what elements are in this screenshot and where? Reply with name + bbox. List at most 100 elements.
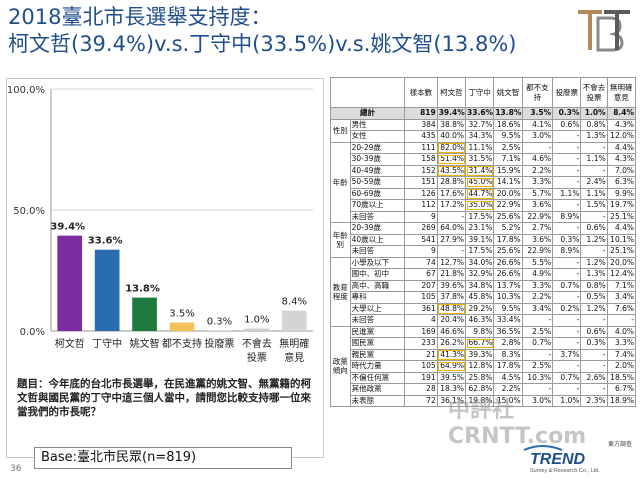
data-label: 8.4% <box>282 297 307 308</box>
x-tick-label: 不會去 <box>242 337 272 350</box>
table-cell: - <box>552 325 582 338</box>
table-cell: 4.3% <box>606 153 637 166</box>
table-cell: 82.0% <box>436 141 467 154</box>
table-cell: 2.0% <box>606 360 637 373</box>
data-label: 33.6% <box>88 236 123 247</box>
table-row: 未表態 72 36.1% 19.8% 15.0% 3.0% 1.0% 2.3% 18.9% <box>331 394 637 407</box>
table-cell: 541 <box>404 233 438 246</box>
table-cell: 33.6% <box>465 107 495 120</box>
table-cell: 39.3% <box>465 348 495 361</box>
table-cell: 25.8% <box>465 371 495 384</box>
trend-logo-sub: Survey & Research Co., Ltd. <box>530 468 600 474</box>
table-cell: 21.8% <box>436 268 467 281</box>
table-cell: - <box>580 314 608 327</box>
table-cell: 126 <box>404 187 438 200</box>
bar <box>244 328 270 331</box>
table-cell: 2.6% <box>580 371 608 384</box>
bar <box>207 330 232 331</box>
crosstab-table: 樣本數 柯文哲 丁守中 姚文智 都不支持 投廢票 不會去投票 無明確意見 總計 819 39.4%… <box>329 77 637 407</box>
trend-logo-corner: 東方調查 <box>608 440 632 448</box>
table-cell: 4 <box>404 314 438 327</box>
column-header: 樣本數 <box>404 77 438 108</box>
table-cell: 26.2% <box>436 337 467 350</box>
row-label: 國民黨 <box>349 337 406 350</box>
table-cell: 32.9% <box>465 268 495 281</box>
table-cell: 4.4% <box>606 222 637 235</box>
table-cell: 4.4% <box>606 141 637 154</box>
table-cell: 0.8% <box>580 279 608 292</box>
table-cell: - <box>552 141 582 154</box>
table-cell: 5.2% <box>493 222 523 235</box>
table-cell: 158 <box>404 153 438 166</box>
table-cell: 1.2% <box>580 302 608 315</box>
table-cell: - <box>580 141 608 154</box>
row-group-label: 政黨傾向 <box>330 325 351 407</box>
table-row: 40-49歲 152 43.5% 31.4% 15.9% 2.2% - -7.0% <box>331 164 637 177</box>
row-label: 60-69歲 <box>349 187 406 200</box>
row-label: 女性 <box>349 130 406 143</box>
row-label: 大學以上 <box>349 302 406 315</box>
table-cell: 19.7% <box>606 199 637 212</box>
column-header: 姚文智 <box>493 77 523 108</box>
row-label: 其他政黨 <box>349 383 406 396</box>
table-cell: 17.8% <box>493 360 523 373</box>
table-cell: - <box>580 210 608 223</box>
y-tick-label: 50.0% <box>13 206 45 217</box>
crosstab-table-wrap: 樣本數 柯文哲 丁守中 姚文智 都不支持 投廢票 不會去投票 無明確意見 總計 819 39.4%… <box>329 77 637 407</box>
table-cell: 12.8% <box>465 360 495 373</box>
table-cell: - <box>552 130 582 143</box>
table-cell: 1.0% <box>580 107 608 120</box>
table-cell: 3.3% <box>521 176 554 189</box>
column-header: 都不支持 <box>521 77 554 108</box>
table-cell: - <box>552 153 582 166</box>
table-row: 未回答 9-17.5% 25.6% 22.9% 8.9% -25.1% <box>331 210 637 223</box>
row-group-label: 年齡 <box>330 141 351 223</box>
x-tick-label: 姚文智 <box>130 337 160 350</box>
bar-chart: 100.0% 50.0% 0.0% 39.4% 柯文哲 33.6% 丁守中 13.8% 姚文智 3… <box>7 85 313 364</box>
table-cell: 152 <box>404 164 438 177</box>
row-label: 40-49歲 <box>349 164 406 177</box>
table-cell: 22.9% <box>493 199 523 212</box>
row-group-label: 年齡別 <box>330 222 351 258</box>
table-cell: 12.7% <box>436 256 467 269</box>
table-cell: 34.3% <box>465 130 495 143</box>
table-row: 國中、初中 67 21.8% 32.9% 26.6% 4.9% -1.3% 12.4% <box>331 268 637 281</box>
title-line-2: 柯文哲(39.4%)v.s.丁守中(33.5%)v.s.姚文智(13.8%) <box>8 32 517 56</box>
table-cell: 1.3% <box>580 130 608 143</box>
table-row: 專科 105 37.8% 45.8% 10.3% 2.2% -0.5% 3.4% <box>331 291 637 304</box>
page-title: 2018臺北市長選舉支持度： 柯文哲(39.4%)v.s.丁守中(33.5%)v… <box>8 4 548 58</box>
table-cell: - <box>552 222 582 235</box>
table-cell: 33.4% <box>493 314 523 327</box>
table-cell: 2.5% <box>493 141 523 154</box>
table-cell: 74 <box>404 256 438 269</box>
table-cell: 67 <box>404 268 438 281</box>
trend-logo: 東方調查 TREND Survey & Research Co., Ltd. <box>523 440 632 474</box>
table-cell: - <box>552 256 582 269</box>
x-tick-label: 丁守中 <box>92 337 122 350</box>
table-cell: 0.6% <box>552 118 582 131</box>
table-row-total: 總計 819 39.4% 33.6% 13.8% 3.5% 0.3% 1.0% 8.4% <box>329 107 637 120</box>
column-header: 不會去投票 <box>580 77 608 108</box>
table-cell: 5.5% <box>521 256 554 269</box>
table-cell: 0.2% <box>552 302 582 315</box>
table-cell: 0.7% <box>552 371 582 384</box>
table-cell: 18.5% <box>606 371 637 384</box>
row-label: 30-39歲 <box>349 153 406 166</box>
table-cell: 18.6% <box>493 118 523 131</box>
table-cell: 66.7% <box>465 337 495 350</box>
table-cell: 15.9% <box>493 164 523 177</box>
row-group-label: 教育程度 <box>330 256 351 327</box>
table-cell: - <box>436 245 467 258</box>
row-label: 專科 <box>349 291 406 304</box>
table-cell: 26.6% <box>493 268 523 281</box>
column-header: 柯文哲 <box>436 77 467 108</box>
data-label: 0.3% <box>207 316 232 327</box>
table-cell: 105 <box>404 360 438 373</box>
table-cell: - <box>552 360 582 373</box>
table-cell: 169 <box>404 325 438 338</box>
table-cell: - <box>552 291 582 304</box>
table-cell: 13.8% <box>493 107 523 120</box>
row-label: 親民黨 <box>349 348 406 361</box>
table-cell: 51.4% <box>436 153 467 166</box>
table-row: 國民黨 233 26.2% 66.7% 2.8% 0.7% -0.3% 3.3% <box>331 337 637 350</box>
